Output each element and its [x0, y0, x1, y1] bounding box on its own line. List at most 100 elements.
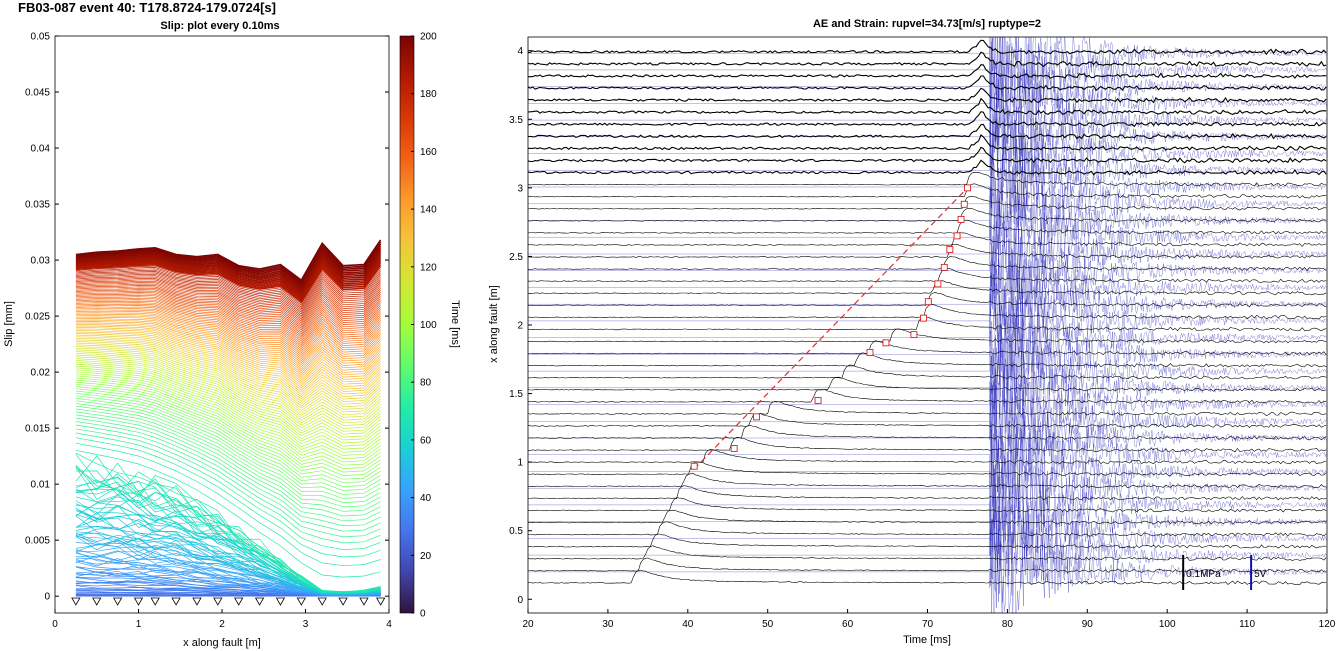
ae-strain-y-tick-label: 3.5 — [509, 115, 523, 126]
ae-strain-x-tick-label: 120 — [1319, 619, 1336, 630]
strain-trace — [528, 159, 1327, 176]
colorbar-tick-label: 120 — [420, 262, 437, 273]
sensor-marker-icon — [275, 597, 286, 606]
rupture-front-marker — [946, 246, 954, 254]
rupture-front-marker — [866, 348, 874, 356]
slip-curve — [75, 351, 381, 421]
rupture-front-marker — [934, 280, 942, 288]
strain-trace — [528, 509, 1327, 525]
colorbar-tick-label: 160 — [420, 147, 437, 158]
ae-waveform — [528, 41, 1327, 125]
colorbar-tick-label: 20 — [420, 551, 432, 562]
slip-curve — [75, 247, 382, 288]
rupture-front-marker — [960, 200, 968, 208]
ae-strain-y-tick-label: 0 — [517, 595, 523, 606]
slip-curve — [75, 252, 382, 293]
strain-trace — [528, 401, 1327, 416]
ae-strain-y-tick-label: 1 — [517, 458, 523, 469]
rupture-front-marker — [814, 396, 822, 404]
slip-curve — [75, 306, 381, 358]
slip-y-axis: 0 0.005 0.01 0.015 0.02 0.025 0.03 0.035 0.04 0.0… — [25, 32, 389, 603]
slip-curve — [75, 342, 381, 409]
ae-waveform — [528, 187, 1327, 286]
strain-trace — [528, 75, 1327, 92]
slip-curve — [75, 262, 382, 302]
ae-strain-x-axis-label: Time [ms] — [903, 634, 951, 646]
ae-waveform — [528, 464, 1327, 580]
sensor-marker-icon — [150, 597, 160, 606]
slip-curve — [75, 265, 381, 305]
ae-waveform — [528, 354, 1327, 452]
slip-curve — [75, 442, 381, 567]
slip-y-axis-label: Slip [mm] — [3, 301, 15, 347]
colorbar-tick-label: 100 — [420, 320, 437, 331]
slip-curve — [75, 325, 381, 384]
slip-y-tick-label: 0.005 — [25, 536, 50, 547]
slip-curve — [75, 405, 381, 508]
slip-curve — [75, 299, 381, 348]
strain-trace — [528, 545, 1327, 561]
slip-curve — [75, 334, 381, 398]
strain-trace — [528, 376, 1327, 392]
slip-curve — [75, 346, 381, 414]
slip-curve — [75, 437, 381, 558]
slip-curve — [75, 328, 381, 389]
strain-trace — [528, 389, 1327, 404]
slip-x-tick-label: 4 — [386, 619, 392, 630]
slip-curve — [75, 421, 381, 532]
slip-curve — [75, 508, 381, 595]
strain-trace — [528, 328, 1327, 344]
slip-curve — [75, 286, 381, 331]
sensor-marker-icon — [71, 597, 81, 606]
ae-strain-y-tick-label: 2 — [517, 321, 523, 332]
slip-curve — [75, 285, 381, 329]
slip-curve — [75, 327, 381, 387]
slip-curve — [75, 316, 381, 372]
slip-curve — [75, 245, 382, 287]
rupture-front-marker — [953, 232, 961, 240]
slip-curve — [75, 360, 381, 435]
ae-strain-y-axis: 0 0.5 1 1.5 2 2.5 3 3.5 4 — [509, 46, 532, 606]
sensor-marker-icon — [296, 597, 307, 606]
strain-trace — [528, 123, 1327, 140]
slip-x-tick-label: 3 — [303, 619, 309, 630]
slip-curve — [75, 336, 381, 400]
ae-waveform — [528, 323, 1327, 424]
slip-curve — [75, 352, 381, 424]
slip-y-tick-label: 0.01 — [31, 480, 51, 491]
slip-curve — [75, 414, 381, 522]
strain-trace — [528, 111, 1327, 128]
slip-curve — [75, 250, 382, 292]
slip-curve — [75, 297, 381, 346]
slip-curve — [75, 287, 381, 333]
ae-waveform — [528, 88, 1327, 178]
ae-waveform — [528, 37, 1327, 112]
slip-curve — [75, 263, 382, 303]
ae-strain-x-tick-label: 110 — [1239, 619, 1255, 630]
slip-curve — [75, 249, 382, 290]
ae-waveform — [528, 308, 1327, 404]
rupture-front-markers — [690, 184, 971, 470]
strain-trace — [528, 461, 1327, 477]
ae-waveform — [528, 449, 1327, 557]
ae-waveform — [528, 501, 1327, 603]
slip-curve — [75, 358, 381, 432]
slip-curve — [75, 395, 381, 491]
slip-y-tick-label: 0.02 — [31, 368, 51, 379]
strain-trace — [528, 51, 1327, 68]
colorbar-tick-label: 0 — [420, 609, 426, 620]
slip-curve — [75, 271, 381, 311]
colorbar-tick-label: 40 — [420, 493, 432, 504]
slip-lines — [75, 239, 382, 597]
slip-curve — [75, 243, 382, 285]
slip-curve — [75, 258, 382, 298]
slip-curve — [75, 289, 381, 335]
slip-curve — [75, 424, 381, 538]
strain-trace — [528, 497, 1327, 513]
slip-curve — [75, 369, 381, 450]
slip-curve — [75, 403, 381, 503]
rupture-front-marker — [957, 215, 965, 223]
slip-curve — [75, 276, 381, 318]
ae-strain-x-tick-label: 30 — [602, 619, 614, 630]
